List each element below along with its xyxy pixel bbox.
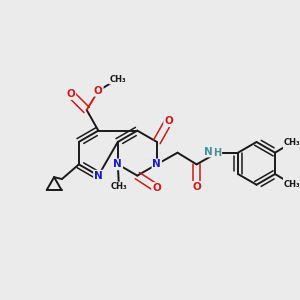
Text: N: N [204,146,213,157]
Text: CH₃: CH₃ [109,75,126,84]
Text: O: O [94,86,103,96]
Text: CH₃: CH₃ [111,182,127,191]
Text: O: O [164,116,173,126]
Text: N: N [94,171,103,181]
Text: CH₃: CH₃ [284,180,300,189]
Text: N: N [113,159,122,170]
Text: H: H [213,148,221,158]
Text: N: N [152,159,161,170]
Text: O: O [192,182,201,192]
Text: O: O [152,183,161,193]
Text: CH₃: CH₃ [284,138,300,147]
Text: O: O [67,89,75,99]
